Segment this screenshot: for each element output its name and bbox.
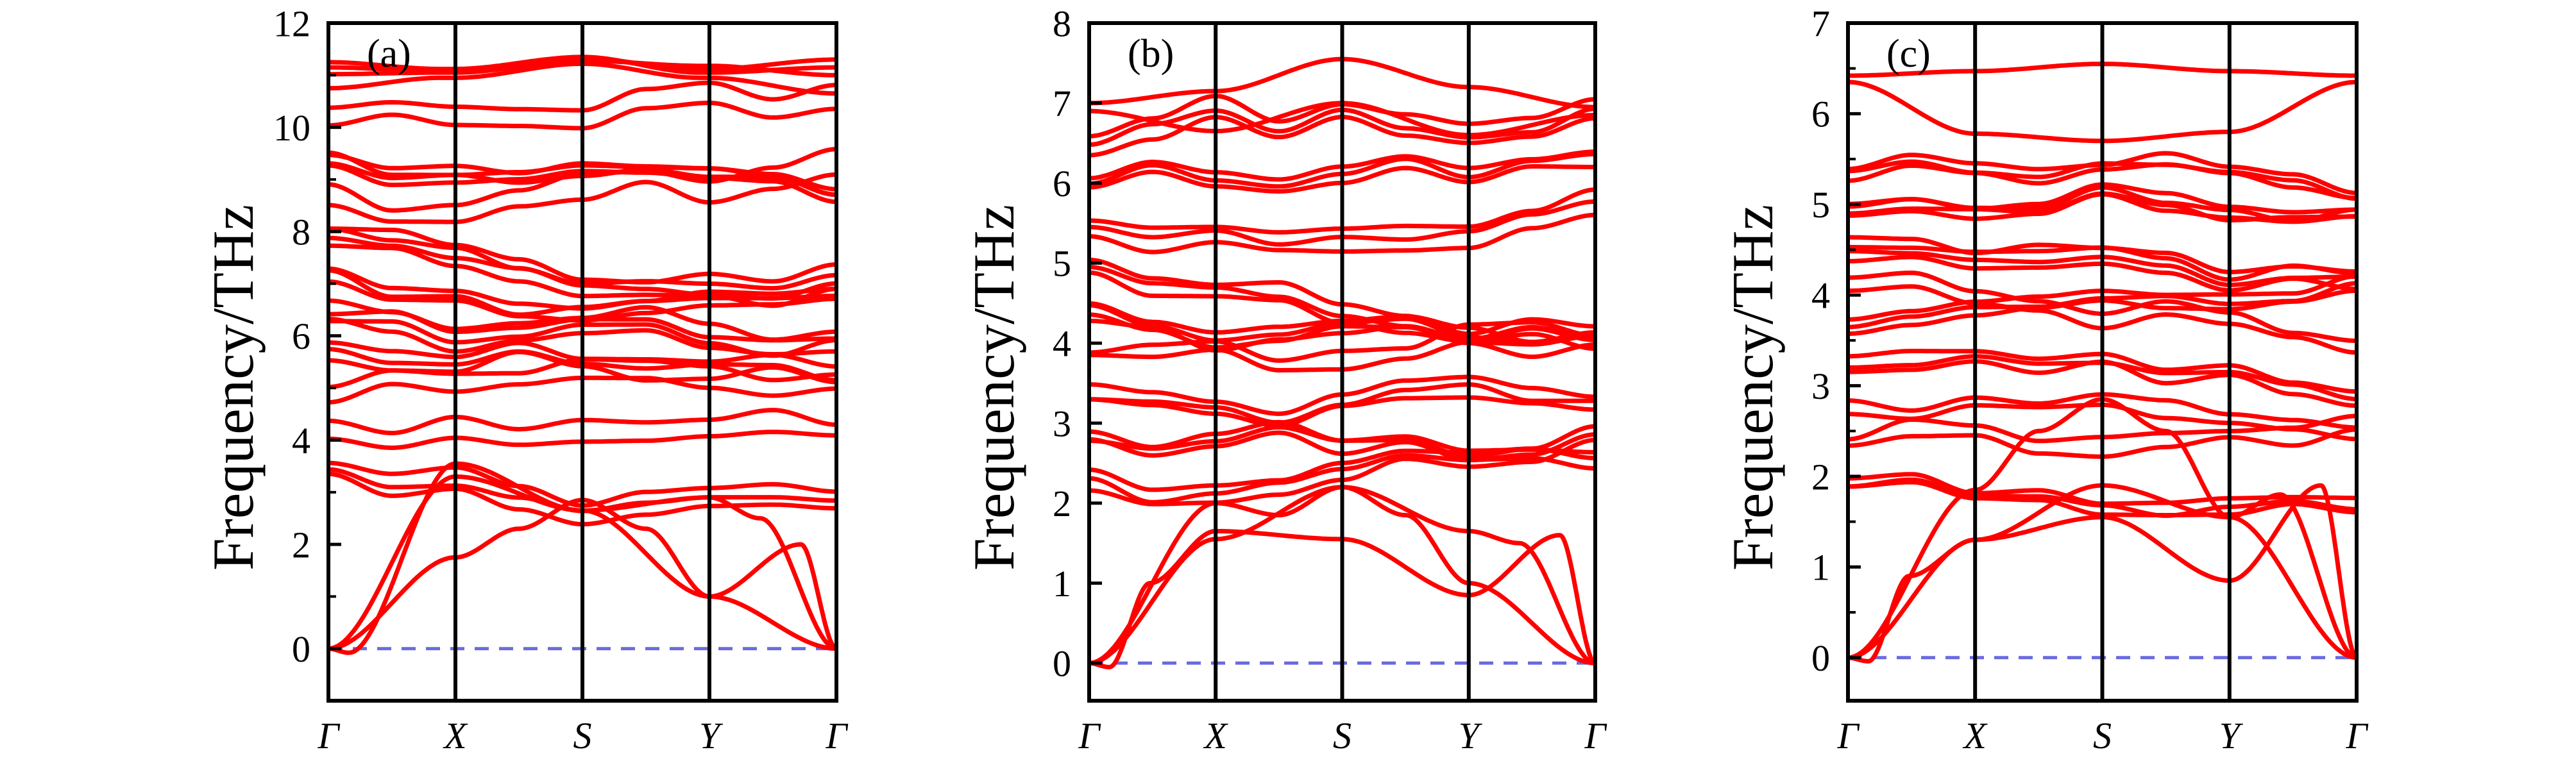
svg-text:12: 12 bbox=[273, 3, 310, 44]
svg-text:6: 6 bbox=[292, 315, 310, 357]
svg-text:(b): (b) bbox=[1128, 32, 1174, 76]
svg-text:S: S bbox=[2093, 715, 2112, 757]
svg-text:S: S bbox=[573, 715, 592, 757]
svg-text:4: 4 bbox=[292, 420, 310, 462]
svg-text:5: 5 bbox=[1053, 243, 1071, 285]
svg-text:4: 4 bbox=[1811, 275, 1830, 317]
svg-text:10: 10 bbox=[273, 107, 310, 149]
svg-text:(c): (c) bbox=[1886, 32, 1931, 76]
svg-text:(a): (a) bbox=[367, 32, 411, 76]
svg-text:Frequency/THz: Frequency/THz bbox=[962, 205, 1026, 571]
svg-text:3: 3 bbox=[1053, 403, 1071, 444]
svg-text:3: 3 bbox=[1811, 365, 1830, 407]
svg-text:6: 6 bbox=[1811, 94, 1830, 135]
svg-text:8: 8 bbox=[292, 212, 310, 253]
svg-text:8: 8 bbox=[1053, 3, 1071, 44]
svg-text:0: 0 bbox=[292, 628, 310, 670]
svg-text:X: X bbox=[1962, 715, 1988, 757]
svg-text:Frequency/THz: Frequency/THz bbox=[1720, 205, 1785, 571]
svg-text:4: 4 bbox=[1053, 323, 1071, 365]
svg-text:0: 0 bbox=[1811, 637, 1830, 679]
svg-text:0: 0 bbox=[1053, 643, 1071, 685]
svg-text:Γ: Γ bbox=[826, 715, 849, 757]
svg-text:Γ: Γ bbox=[1837, 715, 1860, 757]
svg-text:2: 2 bbox=[1053, 483, 1071, 524]
svg-text:Γ: Γ bbox=[1078, 715, 1101, 757]
svg-text:7: 7 bbox=[1053, 83, 1071, 124]
svg-text:Γ: Γ bbox=[2346, 715, 2369, 757]
svg-text:Γ: Γ bbox=[318, 715, 341, 757]
svg-text:S: S bbox=[1333, 715, 1352, 757]
svg-text:X: X bbox=[1203, 715, 1228, 757]
svg-text:6: 6 bbox=[1053, 163, 1071, 205]
svg-text:7: 7 bbox=[1811, 3, 1830, 44]
svg-text:1: 1 bbox=[1811, 547, 1830, 589]
svg-text:2: 2 bbox=[292, 524, 310, 565]
svg-text:X: X bbox=[443, 715, 468, 757]
svg-text:Γ: Γ bbox=[1584, 715, 1607, 757]
svg-text:1: 1 bbox=[1053, 563, 1071, 605]
svg-text:Frequency/THz: Frequency/THz bbox=[201, 205, 266, 571]
svg-text:2: 2 bbox=[1811, 456, 1830, 498]
svg-text:5: 5 bbox=[1811, 184, 1830, 226]
